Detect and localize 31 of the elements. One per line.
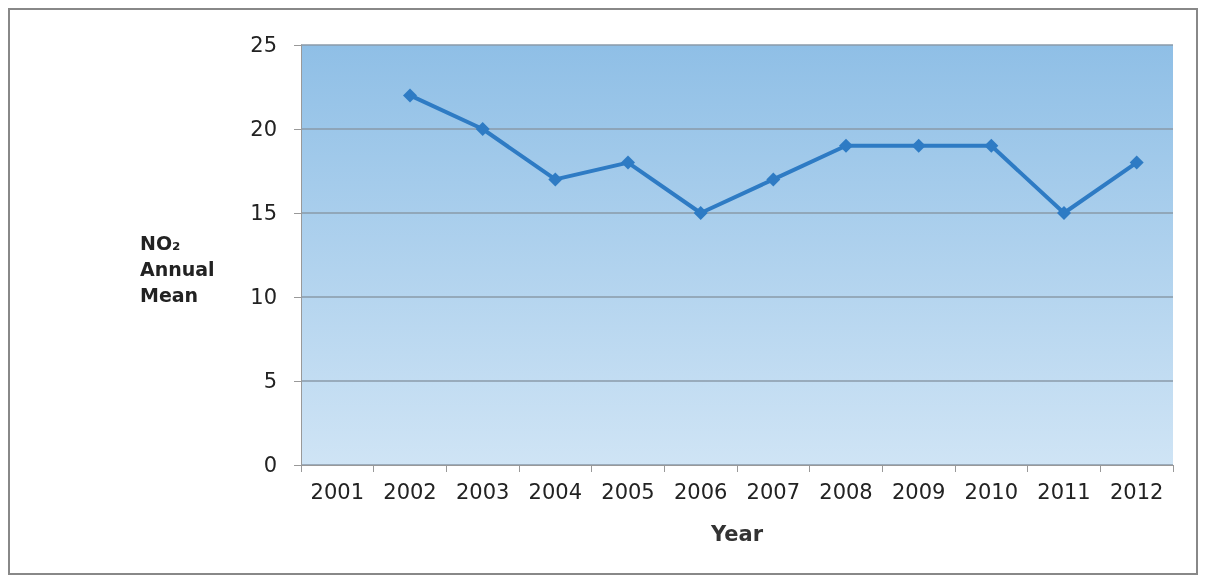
x-tick-label: 2008 [819,479,873,504]
x-tick-label: 2012 [1109,479,1164,504]
point [548,172,563,187]
x-tick-label: 2001 [310,479,365,504]
y-axis-title: NO₂ Annual Mean [140,232,222,306]
y-tick-label: 25 [250,33,277,57]
x-tick-label: 2010 [964,479,1019,504]
x-tick-label: 2004 [528,479,583,504]
y-tick-label: 15 [250,201,277,225]
x-tick-label: 2011 [1037,479,1091,504]
y-tick-label: 20 [250,117,277,141]
point [1057,206,1071,220]
y-tick-label: 5 [263,369,277,393]
point [475,122,490,136]
x-tick-label: 2009 [891,479,946,504]
point [1129,155,1144,170]
point [766,172,781,187]
point [693,206,708,220]
x-tick-label: 2003 [455,479,510,504]
x-tick-label: 2002 [383,479,437,504]
x-tick-label: 2005 [601,479,655,504]
x-axis-title: Year [709,521,764,546]
y-tick-label: 10 [250,285,277,309]
point [911,138,926,153]
point [403,88,417,103]
point [984,138,999,153]
x-tick-label: 2007 [746,479,801,504]
y-tick-label: 0 [263,453,277,477]
point [839,138,853,153]
point [621,155,635,170]
x-tick-label: 2006 [673,479,728,504]
